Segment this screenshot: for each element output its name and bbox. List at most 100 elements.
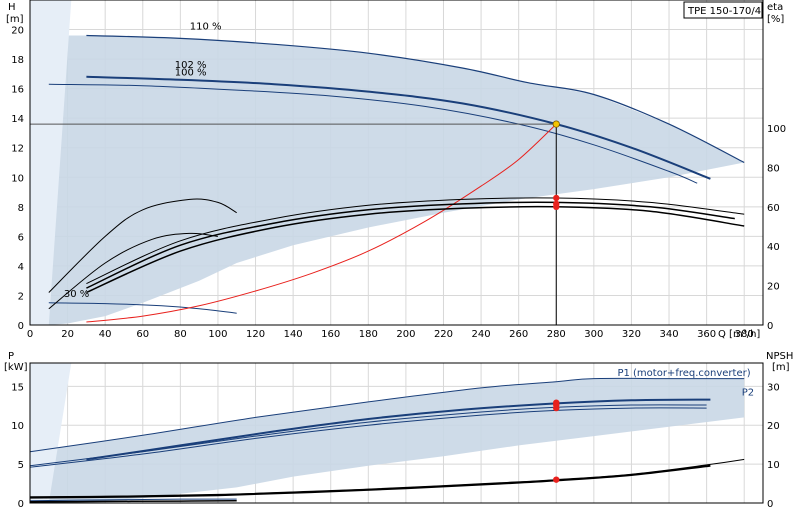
y-right-label-eta: eta (767, 2, 783, 13)
x-tick-180: 180 (359, 329, 378, 340)
x-tick-300: 300 (584, 329, 603, 340)
speed-label-3: 30 % (64, 289, 89, 300)
x-tick-340: 340 (659, 329, 678, 340)
y-right-tick-20: 20 (767, 421, 780, 432)
y-left-tick-4: 4 (18, 262, 24, 273)
top-y-right-tick-labels: 0 20 40 60 80 100 (767, 124, 786, 332)
y-left-tick-10: 10 (11, 421, 24, 432)
x-tick-140: 140 (284, 329, 303, 340)
legend-label-1: P2 (742, 388, 754, 399)
series-p1a (86, 398, 711, 461)
top-marker-3 (553, 203, 560, 211)
series-h102 (86, 75, 711, 180)
y-right-tick-30: 30 (767, 382, 780, 393)
y-left-unit-kw: [kW] (4, 362, 28, 373)
x-tick-120: 120 (246, 329, 265, 340)
top-x-tick-labels: 0 20 40 60 80 100 120 140 160 180 200 220 240 260 280 3… (27, 329, 754, 340)
top-markers (30, 120, 560, 325)
y-left-tick-18: 18 (11, 55, 24, 66)
series-p30 (29, 498, 237, 502)
x-tick-280: 280 (547, 329, 566, 340)
series-p1b (29, 404, 707, 467)
y-right-tick-0: 0 (767, 499, 773, 510)
top-frame (29, 0, 764, 326)
series-npsh30 (29, 499, 237, 503)
power-npsh-panel: 0 5 10 15 0 10 20 30 P1 (motor+freq.converter)… (4, 351, 793, 510)
low-flow-zone (30, 0, 72, 325)
x-tick-20: 20 (61, 329, 74, 340)
title-box (683, 1, 763, 19)
y-right-tick-80: 80 (767, 163, 780, 174)
y-left-tick-0: 0 (18, 321, 24, 332)
y-left-tick-16: 16 (11, 85, 24, 96)
top-operating-band (30, 0, 745, 325)
y-left-tick-20: 20 (11, 26, 24, 37)
series-p1c (29, 407, 707, 468)
speed-label-1: 102 % (175, 60, 207, 71)
series-system (86, 123, 557, 323)
y-right-tick-0: 0 (767, 321, 773, 332)
y-left-tick-10: 10 (11, 173, 24, 184)
x-tick-240: 240 (472, 329, 491, 340)
x-tick-160: 160 (321, 329, 340, 340)
y-right-tick-40: 40 (767, 242, 780, 253)
y-left-tick-5: 5 (18, 460, 24, 471)
y-left-tick-8: 8 (18, 203, 24, 214)
y-right-tick-100: 100 (767, 124, 786, 135)
x-tick-100: 100 (208, 329, 227, 340)
y-left-label-p: P (8, 351, 14, 362)
y-left-label-h: H (8, 2, 16, 13)
series-h110 (86, 34, 745, 164)
x-tick-200: 200 (396, 329, 415, 340)
series-npsh2 (29, 464, 711, 499)
bottom-series (29, 377, 745, 503)
y-right-tick-20: 20 (767, 282, 780, 293)
bottom-frame (29, 362, 764, 504)
top-marker-1 (553, 194, 560, 202)
x-tick-320: 320 (622, 329, 641, 340)
x-tick-40: 40 (99, 329, 112, 340)
bottom-marker-3 (553, 476, 560, 483)
y-left-tick-15: 15 (11, 382, 24, 393)
x-tick-260: 260 (509, 329, 528, 340)
bottom-legend-labels: P1 (motor+freq.converter) P2 (617, 368, 754, 398)
series-h100 (48, 83, 698, 184)
x-tick-380: 380 (735, 329, 754, 340)
x-tick-220: 220 (434, 329, 453, 340)
head-efficiency-panel: 0 20 40 60 80 100 120 140 160 180 200 220 240 260 280 3… (6, 0, 787, 340)
title-box-text: TPE 150-170/4 (687, 6, 761, 17)
series-eta2 (86, 201, 735, 289)
y-left-unit-m: [m] (6, 14, 24, 25)
bottom-markers (553, 399, 560, 483)
series-eta5 (48, 232, 218, 310)
operating-band (30, 378, 745, 503)
top-series (48, 34, 745, 323)
bottom-marker-2 (553, 404, 560, 412)
series-h30 (48, 302, 237, 314)
operating-band (30, 35, 745, 325)
top-y-left-tick-labels: 0 2 4 6 8 10 12 14 16 18 20 (11, 26, 24, 332)
low-flow-zone (30, 363, 72, 503)
legend-label-0: P1 (motor+freq.converter) (617, 368, 750, 379)
y-right-label-npsh: NPSH (766, 351, 793, 362)
y-left-tick-12: 12 (11, 144, 24, 155)
y-right-tick-10: 10 (767, 460, 780, 471)
y-right-tick-60: 60 (767, 203, 780, 214)
top-marker-0 (552, 120, 560, 128)
speed-label-0: 110 % (190, 22, 222, 33)
series-eta4 (48, 198, 237, 293)
bottom-y-right-tick-labels: 0 10 20 30 (767, 382, 780, 510)
y-left-tick-2: 2 (18, 291, 24, 302)
y-left-tick-0: 0 (18, 499, 24, 510)
x-tick-60: 60 (136, 329, 149, 340)
series-eta3 (86, 197, 745, 285)
x-tick-360: 360 (697, 329, 716, 340)
bottom-operating-band (30, 363, 745, 503)
series-eta1 (86, 205, 745, 294)
y-left-tick-6: 6 (18, 232, 24, 243)
top-speed-labels: 110 % 102 %100 % 30 % (64, 22, 222, 300)
y-right-unit-pct: [%] (767, 14, 784, 25)
series-p110 (29, 377, 745, 453)
